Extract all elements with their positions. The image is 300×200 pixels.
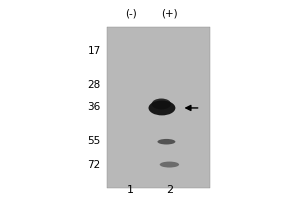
Text: 1: 1	[127, 185, 134, 195]
Text: 28: 28	[88, 80, 101, 90]
Text: (-): (-)	[125, 9, 136, 19]
Ellipse shape	[160, 162, 179, 168]
Text: 17: 17	[88, 46, 101, 56]
Text: 2: 2	[166, 185, 173, 195]
Text: (+): (+)	[161, 9, 178, 19]
Ellipse shape	[148, 100, 176, 115]
Text: 72: 72	[88, 160, 101, 170]
Ellipse shape	[158, 139, 175, 144]
FancyBboxPatch shape	[107, 27, 210, 188]
Text: 36: 36	[88, 102, 101, 112]
Ellipse shape	[152, 99, 171, 109]
Text: 55: 55	[88, 136, 101, 146]
